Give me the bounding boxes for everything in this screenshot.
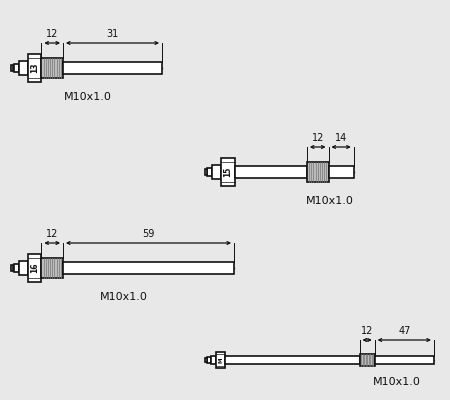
Text: 15: 15 [224, 167, 233, 177]
Bar [19, 61, 28, 75]
Text: M10x1.0: M10x1.0 [306, 196, 354, 206]
Bar [28, 54, 41, 82]
Text: 16: 16 [30, 263, 39, 273]
Bar [28, 254, 41, 282]
Bar [207, 168, 212, 176]
Text: 47: 47 [398, 326, 410, 336]
Bar [207, 357, 211, 363]
Text: 31: 31 [106, 29, 119, 39]
Bar [375, 356, 434, 364]
Text: 59: 59 [142, 229, 155, 239]
Bar [14, 264, 19, 272]
Text: 12: 12 [311, 133, 324, 143]
Text: M10x1.0: M10x1.0 [64, 92, 112, 102]
Text: M10x1.0: M10x1.0 [100, 292, 148, 302]
Bar [63, 62, 162, 74]
Bar [63, 262, 234, 274]
Text: 14: 14 [335, 133, 347, 143]
Bar [11, 266, 13, 270]
Text: 12: 12 [361, 326, 374, 336]
Text: 12: 12 [46, 29, 58, 39]
Bar [235, 166, 307, 178]
Bar [41, 258, 63, 278]
Bar [19, 261, 28, 275]
Bar [211, 356, 216, 364]
Bar [225, 356, 360, 364]
Text: M10x1.0: M10x1.0 [373, 377, 421, 387]
Bar [221, 158, 235, 186]
Bar [14, 64, 19, 72]
Text: 12: 12 [46, 229, 58, 239]
Bar [11, 66, 13, 70]
Bar [328, 166, 354, 178]
Bar [205, 358, 207, 362]
Bar [212, 165, 221, 179]
Text: M: M [218, 357, 223, 363]
Bar [216, 352, 225, 368]
Bar [307, 162, 328, 182]
Bar [360, 354, 375, 366]
Text: 13: 13 [30, 63, 39, 73]
Bar [205, 169, 207, 174]
Bar [41, 58, 63, 78]
